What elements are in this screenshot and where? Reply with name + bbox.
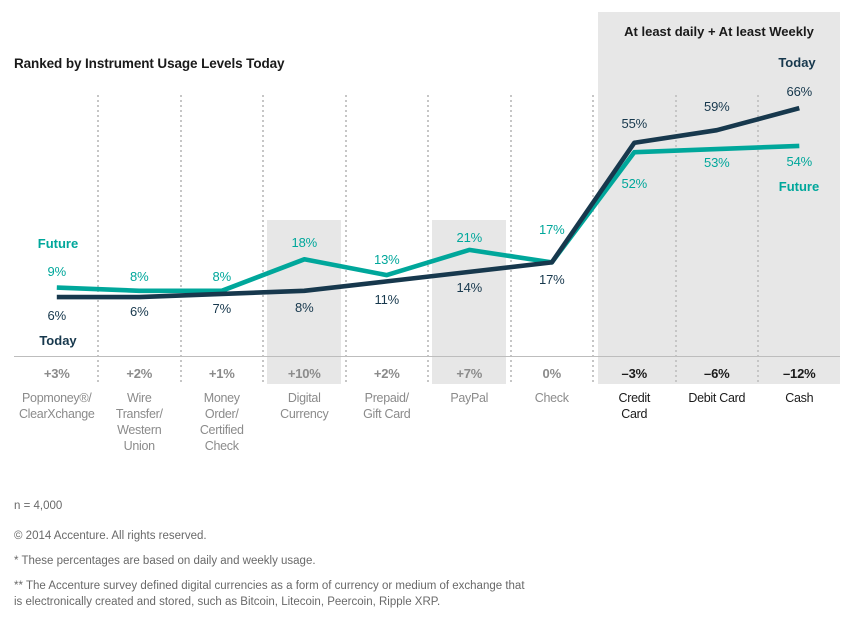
panel-header: At least daily + At least Weekly: [624, 24, 814, 39]
value-label-today: 59%: [704, 99, 730, 114]
value-label-future: 52%: [621, 176, 648, 191]
delta-label: +7%: [456, 366, 483, 381]
gridline: [592, 95, 594, 384]
delta-label: –6%: [704, 366, 730, 381]
value-label-future: 9%: [47, 264, 67, 279]
value-label-future: 8%: [130, 269, 149, 284]
value-label-today: 17%: [539, 272, 565, 287]
delta-label: –3%: [621, 366, 648, 381]
value-label-today: 55%: [621, 116, 648, 131]
delta-label: +3%: [43, 366, 70, 381]
legend-today-right: Today: [778, 55, 816, 70]
gridline: [427, 95, 429, 384]
category-label: Cash: [785, 391, 814, 405]
gridline: [179, 95, 182, 384]
value-label-future: 17%: [539, 222, 565, 237]
delta-label: –12%: [783, 366, 816, 381]
value-label-future: 13%: [374, 252, 400, 267]
delta-label: +10%: [287, 366, 321, 381]
legend-future-left: Future: [37, 236, 79, 251]
copyright-note: © 2014 Accenture. All rights reserved.: [14, 530, 207, 542]
value-label-today: 6%: [130, 304, 149, 319]
gridline: [262, 95, 264, 384]
chart-title: Ranked by Instrument Usage Levels Today: [14, 56, 285, 71]
gridline: [757, 95, 759, 384]
value-label-today: 14%: [456, 280, 483, 295]
category-label: Money Order/ Certified Check: [199, 391, 244, 453]
category-label: Digital Currency: [280, 391, 329, 421]
delta-label: +1%: [208, 366, 235, 381]
value-label-future: 21%: [456, 230, 483, 245]
value-label-today: 7%: [212, 301, 232, 316]
category-label: Check: [534, 391, 569, 405]
delta-label: +2%: [126, 366, 153, 381]
value-label-future: 8%: [212, 269, 232, 284]
gridline: [344, 95, 347, 384]
line-today: [56, 105, 800, 300]
category-label: Prepaid/ Gift Card: [363, 391, 411, 421]
category-label: Wire Transfer/ Western Union: [115, 391, 163, 453]
delta-label: +2%: [373, 366, 400, 381]
legend-today-left: Today: [39, 333, 77, 348]
value-label-today: 6%: [47, 308, 67, 323]
value-label-today: 66%: [786, 84, 813, 99]
delta-label: 0%: [542, 366, 562, 381]
x-axis-line: [14, 356, 840, 357]
sample-size-note: n = 4,000: [14, 500, 63, 512]
weekly-daily-panel: [598, 12, 840, 384]
value-label-future: 53%: [704, 155, 730, 170]
gridline: [674, 95, 677, 384]
value-label-today: 8%: [295, 300, 314, 315]
value-label-future: 54%: [786, 154, 813, 169]
legend-future-right: Future: [778, 179, 820, 194]
gridline: [509, 95, 512, 384]
digital-currency-footnote: ** The Accenture survey defined digital …: [14, 580, 525, 608]
line-future: [56, 143, 800, 294]
category-label: PayPal: [450, 391, 489, 405]
gridline: [97, 95, 99, 384]
category-label: Debit Card: [688, 391, 746, 405]
category-label: Credit Card: [618, 391, 651, 421]
value-label-today: 11%: [374, 292, 400, 307]
usage-footnote: * These percentages are based on daily a…: [14, 555, 316, 567]
category-label: Popmoney®/ ClearXchange: [18, 391, 95, 421]
value-label-future: 18%: [291, 235, 318, 250]
